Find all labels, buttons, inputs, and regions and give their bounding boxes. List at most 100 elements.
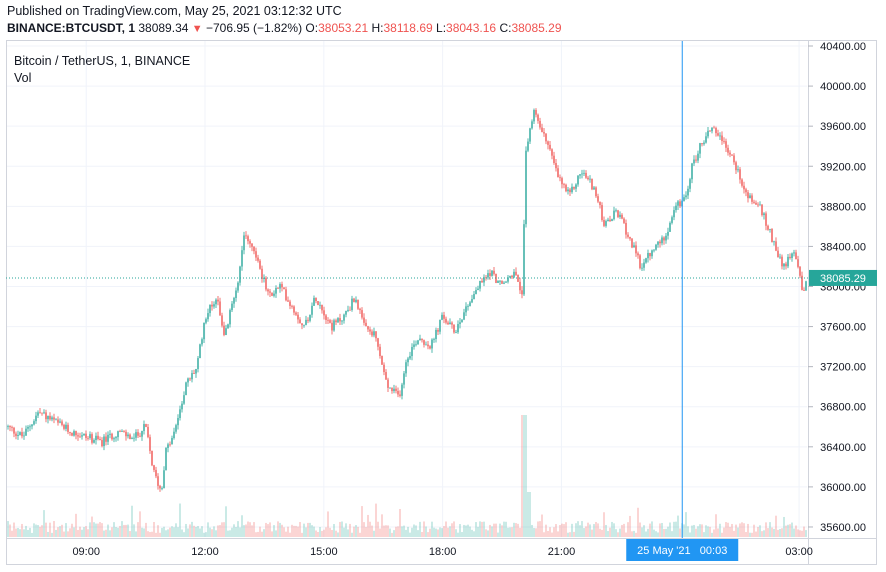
volume-bar	[259, 526, 261, 537]
volume-bar	[119, 525, 121, 537]
candle-body	[481, 280, 483, 283]
candle-body	[767, 225, 769, 230]
price-change: −706.95 (−1.82%)	[206, 21, 303, 35]
candle-body	[609, 219, 611, 222]
candle-body	[205, 319, 207, 323]
candle-body	[639, 255, 641, 269]
candle-body	[407, 358, 409, 363]
candle-body	[467, 306, 469, 307]
volume-bar	[207, 522, 209, 537]
volume-bar	[705, 525, 707, 537]
candle-body	[543, 131, 545, 134]
volume-bar	[173, 527, 175, 537]
volume-bar	[27, 529, 29, 537]
volume-bar	[753, 524, 755, 537]
volume-bar	[643, 525, 645, 537]
price-tick-label: 37200.00	[820, 362, 866, 374]
volume-bar	[695, 528, 697, 537]
volume-bar	[61, 524, 63, 537]
candle-body	[223, 325, 225, 335]
volume-bar	[403, 525, 405, 537]
volume-bar	[443, 526, 445, 537]
volume-bar	[189, 524, 191, 537]
candle-body	[717, 133, 719, 136]
volume-bar	[269, 522, 271, 537]
candle-body	[765, 213, 767, 226]
volume-bar	[149, 532, 151, 537]
candle-body	[733, 155, 735, 163]
volume-bar	[203, 532, 205, 537]
volume-bar	[353, 526, 355, 537]
volume-bar	[137, 522, 139, 537]
volume-bar	[603, 512, 605, 537]
candle-body	[583, 172, 585, 174]
volume-bar	[601, 529, 603, 537]
volume-bar	[607, 531, 609, 537]
volume-bar	[257, 531, 259, 537]
volume-bar	[145, 522, 147, 537]
candle-body	[643, 262, 645, 268]
volume-bar	[365, 526, 367, 537]
volume-bar	[97, 523, 99, 537]
volume-bar	[425, 526, 427, 537]
symbol-label[interactable]: BINANCE:BTCUSDT, 1	[7, 21, 136, 35]
candle-body	[237, 282, 239, 291]
volume-bar	[217, 525, 219, 537]
candle-body	[553, 155, 555, 164]
volume-bar	[161, 527, 163, 537]
volume-bar	[395, 526, 397, 537]
candle-body	[101, 440, 103, 447]
volume-bar	[273, 525, 275, 537]
volume-bar	[105, 529, 107, 537]
candle-body	[425, 344, 427, 346]
candle-body	[105, 436, 107, 442]
candle-body	[387, 379, 389, 388]
volume-bar	[113, 522, 115, 537]
volume-bar	[591, 529, 593, 537]
candle-body	[95, 435, 97, 441]
candle-body	[317, 301, 319, 305]
candle-body	[129, 434, 131, 440]
volume-bar	[545, 524, 547, 537]
volume-bar	[283, 527, 285, 537]
candle-body	[295, 312, 297, 315]
volume-bar	[129, 531, 131, 537]
volume-bar	[379, 528, 381, 537]
candle-body	[713, 127, 715, 129]
time-axis[interactable]: 09:00 12:00 15:00 18:00 21:00 03:00	[72, 546, 812, 558]
volume-bar	[151, 531, 153, 537]
volume-bar	[349, 523, 351, 537]
candle-body	[621, 214, 623, 219]
candle-body	[41, 412, 43, 414]
volume-bar	[133, 524, 135, 537]
volume-bar	[675, 521, 677, 537]
volume-bar	[585, 526, 587, 537]
candle-body	[409, 356, 411, 359]
volume-bar	[781, 528, 783, 537]
volume-bar	[407, 526, 409, 537]
volume-bar	[467, 524, 469, 537]
candle-body	[623, 218, 625, 223]
chart-frame	[6, 40, 877, 565]
candle-body	[453, 324, 455, 333]
price-tick-label: 36400.00	[820, 442, 866, 454]
volume-bar	[801, 530, 803, 537]
volume-bar	[493, 523, 495, 537]
candle-body	[515, 271, 517, 275]
candle-body	[565, 184, 567, 192]
candle-body	[539, 120, 541, 128]
volume-bar	[147, 531, 149, 537]
candle-body	[187, 378, 189, 383]
candle-body	[347, 309, 349, 311]
price-axis[interactable]: 35600.00 36000.00 36400.00 36800.00 37200.00…	[808, 41, 866, 534]
volume-bar	[67, 531, 69, 537]
volume-bar	[715, 514, 717, 537]
candle-body	[81, 435, 83, 437]
volume-bar	[305, 527, 307, 537]
price-tick-label: 35600.00	[820, 522, 866, 534]
volume-bar	[267, 524, 269, 537]
candle-body	[155, 469, 157, 477]
high-value: 38118.69	[383, 21, 433, 35]
candle-body	[489, 273, 491, 276]
